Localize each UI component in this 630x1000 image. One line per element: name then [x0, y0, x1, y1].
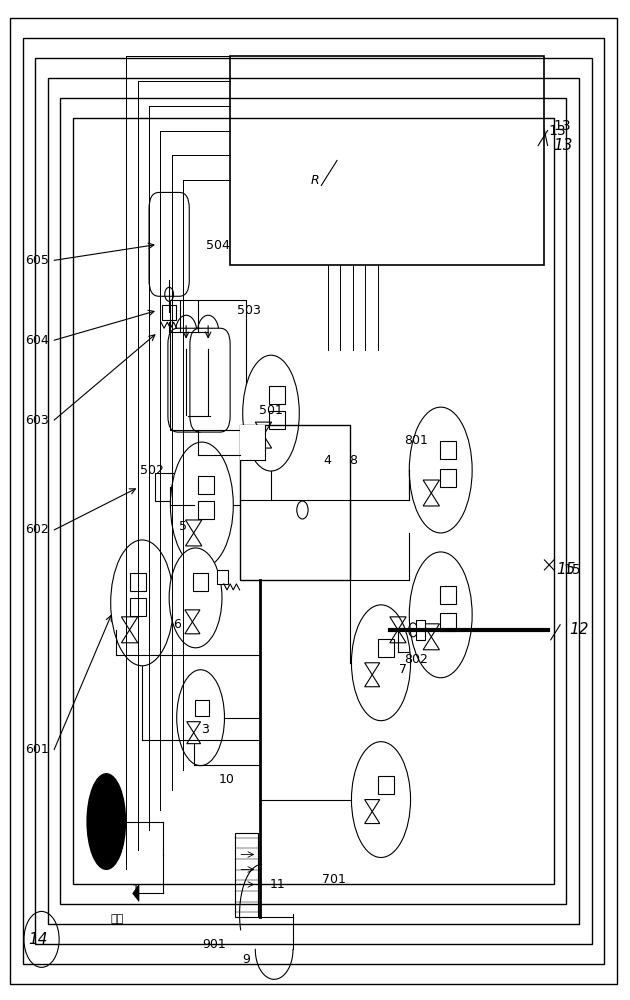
Text: 5: 5 [179, 520, 187, 533]
Text: R: R [311, 174, 319, 187]
Text: 605: 605 [25, 254, 49, 267]
FancyBboxPatch shape [156, 473, 179, 501]
Ellipse shape [176, 670, 224, 766]
Text: 9: 9 [242, 953, 249, 966]
Text: 701: 701 [322, 873, 346, 886]
Text: 601: 601 [25, 743, 49, 756]
Text: 13: 13 [553, 119, 571, 133]
Text: 6: 6 [173, 618, 181, 631]
FancyBboxPatch shape [198, 501, 214, 519]
Text: 1: 1 [132, 883, 140, 896]
Text: 12: 12 [570, 622, 589, 637]
Text: 11: 11 [270, 878, 285, 891]
Ellipse shape [169, 548, 222, 648]
FancyBboxPatch shape [217, 570, 228, 584]
Text: 604: 604 [25, 334, 49, 347]
FancyBboxPatch shape [190, 328, 230, 432]
Text: 602: 602 [25, 523, 49, 536]
FancyBboxPatch shape [149, 192, 189, 296]
FancyBboxPatch shape [168, 328, 208, 432]
Text: 504: 504 [205, 239, 229, 252]
FancyBboxPatch shape [378, 776, 394, 794]
Text: 10: 10 [219, 773, 235, 786]
FancyBboxPatch shape [440, 441, 456, 459]
Text: 4: 4 [324, 454, 331, 467]
Text: 水算: 水算 [110, 914, 123, 924]
FancyBboxPatch shape [440, 586, 456, 604]
Text: 502: 502 [140, 464, 164, 477]
Ellipse shape [410, 407, 472, 533]
Ellipse shape [243, 355, 299, 471]
FancyBboxPatch shape [239, 425, 265, 460]
Polygon shape [133, 884, 139, 901]
Text: 15: 15 [564, 563, 581, 577]
FancyBboxPatch shape [270, 386, 285, 404]
Text: 3: 3 [201, 723, 209, 736]
FancyBboxPatch shape [416, 620, 425, 640]
FancyBboxPatch shape [195, 700, 209, 716]
FancyBboxPatch shape [440, 469, 456, 487]
Text: 8: 8 [349, 454, 357, 467]
Ellipse shape [171, 442, 233, 568]
Ellipse shape [88, 774, 125, 869]
FancyBboxPatch shape [440, 613, 456, 631]
Text: 503: 503 [237, 304, 261, 317]
Text: 14: 14 [28, 932, 48, 947]
FancyBboxPatch shape [130, 598, 146, 616]
Ellipse shape [111, 540, 173, 666]
Text: 7: 7 [399, 663, 407, 676]
Text: 801: 801 [404, 434, 428, 447]
Text: 2: 2 [97, 828, 105, 841]
FancyBboxPatch shape [270, 411, 285, 429]
FancyBboxPatch shape [198, 476, 214, 494]
FancyBboxPatch shape [378, 639, 394, 657]
Ellipse shape [352, 742, 411, 858]
Text: 501: 501 [259, 404, 283, 417]
Text: 13: 13 [548, 124, 566, 138]
Text: 13: 13 [554, 138, 573, 153]
Ellipse shape [410, 552, 472, 678]
Text: 15: 15 [557, 562, 576, 577]
FancyBboxPatch shape [163, 305, 176, 320]
FancyBboxPatch shape [130, 573, 146, 591]
Text: 603: 603 [25, 414, 49, 427]
Text: 901: 901 [203, 938, 226, 951]
Ellipse shape [352, 605, 411, 721]
Text: 802: 802 [404, 653, 428, 666]
FancyBboxPatch shape [193, 573, 209, 591]
